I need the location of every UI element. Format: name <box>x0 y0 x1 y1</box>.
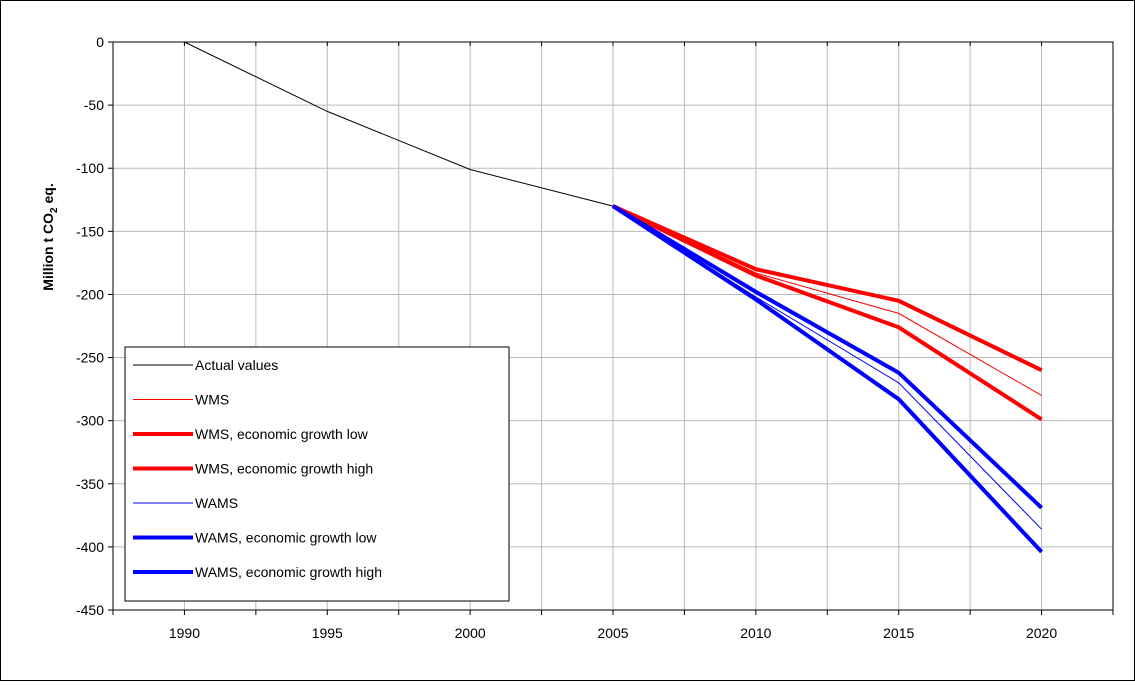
y-tick-label: -100 <box>76 160 104 176</box>
series-line-2 <box>612 204 1043 372</box>
series-lines <box>184 41 1044 554</box>
x-tick-label: 2015 <box>883 625 914 641</box>
x-tick-label: 1990 <box>169 625 200 641</box>
legend: Actual values WMS WMS, economic growth low… <box>124 346 510 602</box>
y-tick-label: -150 <box>76 223 104 239</box>
y-tick-label: -350 <box>76 476 104 492</box>
series-line-5 <box>611 204 1043 510</box>
legend-label-4: WAMS <box>195 495 238 511</box>
y-tick-label: -250 <box>76 350 104 366</box>
series-line-6 <box>611 204 1044 554</box>
x-tick-label: 2005 <box>597 625 628 641</box>
x-tick-label: 2020 <box>1026 625 1057 641</box>
axis-ticks <box>108 41 1114 615</box>
y-tick-label: -400 <box>76 539 104 555</box>
legend-label-2: WMS, economic growth low <box>195 426 369 442</box>
x-tick-labels: 1990 1995 2000 2005 2010 2015 2020 <box>169 625 1058 641</box>
x-tick-label: 2000 <box>455 625 486 641</box>
series-line-0 <box>184 41 614 207</box>
y-tick-label: -450 <box>76 602 104 618</box>
y-tick-label: -200 <box>76 286 104 302</box>
legend-label-3: WMS, economic growth high <box>195 461 373 477</box>
y-axis-label-subscript: 2 <box>49 207 60 213</box>
y-axis-label-tail: eq. <box>40 183 56 207</box>
y-tick-label: 0 <box>96 34 104 50</box>
y-tick-labels: 0 -50 -100 -150 -200 -250 -300 -350 -400 -450 <box>76 34 104 618</box>
legend-box <box>124 346 510 602</box>
y-tick-label: -50 <box>84 97 104 113</box>
legend-label-1: WMS <box>195 392 229 408</box>
y-tick-label: -300 <box>76 413 104 429</box>
legend-label-6: WAMS, economic growth high <box>195 564 382 580</box>
y-axis-label-main: Million t CO <box>40 213 56 291</box>
x-tick-label: 2010 <box>740 625 771 641</box>
legend-label-0: Actual values <box>195 357 278 373</box>
y-axis-label: Million t CO2 eq. <box>40 183 60 290</box>
series-line-3 <box>612 204 1043 422</box>
x-tick-label: 1995 <box>312 625 343 641</box>
legend-label-5: WAMS, economic growth low <box>195 530 377 546</box>
